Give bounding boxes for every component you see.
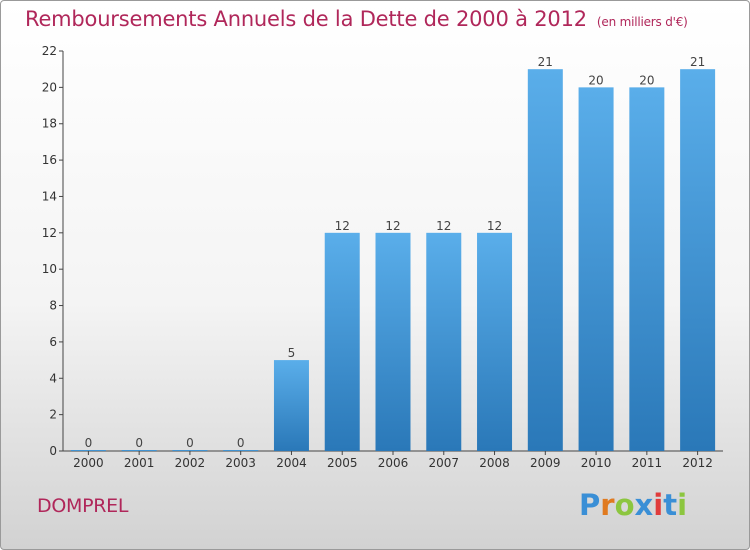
bar bbox=[121, 450, 157, 451]
x-tick-label: 2003 bbox=[225, 456, 256, 470]
chart-title: Remboursements Annuels de la Dette de 20… bbox=[25, 7, 688, 31]
x-tick-label: 2000 bbox=[73, 456, 104, 470]
x-tick-label: 2005 bbox=[327, 456, 358, 470]
y-tick-label: 18 bbox=[42, 117, 57, 131]
bar bbox=[629, 87, 665, 451]
data-label: 20 bbox=[639, 73, 654, 87]
logo-letter: P bbox=[579, 488, 601, 522]
x-tick-label: 2002 bbox=[175, 456, 206, 470]
data-label: 12 bbox=[436, 219, 451, 233]
y-tick-label: 14 bbox=[42, 189, 57, 203]
data-label: 21 bbox=[690, 55, 705, 69]
data-label: 12 bbox=[335, 219, 350, 233]
data-label: 0 bbox=[237, 436, 245, 450]
labels: 2000020010200202003020045200512200612200… bbox=[73, 55, 713, 470]
data-label: 12 bbox=[487, 219, 502, 233]
data-label: 0 bbox=[186, 436, 194, 450]
y-tick-label: 20 bbox=[42, 80, 57, 94]
x-tick-label: 2010 bbox=[581, 456, 612, 470]
bar bbox=[172, 450, 208, 451]
x-tick-label: 2006 bbox=[378, 456, 409, 470]
bar bbox=[324, 232, 360, 451]
y-tick-label: 2 bbox=[49, 408, 57, 422]
data-label: 12 bbox=[385, 219, 400, 233]
bar bbox=[426, 232, 462, 451]
x-tick-label: 2008 bbox=[479, 456, 510, 470]
city-name: DOMPREL bbox=[37, 495, 129, 517]
logo-letter: x bbox=[634, 488, 654, 522]
logo-letter: i bbox=[677, 488, 688, 522]
x-tick-label: 2011 bbox=[632, 456, 663, 470]
chart-unit: (en milliers d'€) bbox=[596, 15, 688, 29]
logo-letter: i bbox=[653, 488, 664, 522]
y-tick-label: 6 bbox=[49, 335, 57, 349]
data-label: 5 bbox=[288, 346, 296, 360]
data-label: 0 bbox=[85, 436, 93, 450]
bar bbox=[680, 69, 716, 451]
y-tick-label: 22 bbox=[42, 44, 57, 58]
x-tick-label: 2004 bbox=[276, 456, 307, 470]
y-tick-label: 16 bbox=[42, 153, 57, 167]
y-tick-label: 8 bbox=[49, 299, 57, 313]
y-tick-label: 4 bbox=[49, 371, 57, 385]
x-tick-label: 2012 bbox=[682, 456, 713, 470]
y-tick-label: 0 bbox=[49, 444, 57, 458]
title-text: Remboursements Annuels de la Dette de 20… bbox=[25, 7, 587, 31]
bars bbox=[70, 69, 716, 451]
data-label: 20 bbox=[588, 73, 603, 87]
bar bbox=[477, 232, 513, 451]
y-tick-label: 10 bbox=[42, 262, 57, 276]
data-label: 0 bbox=[135, 436, 143, 450]
logo-letter: o bbox=[614, 488, 635, 522]
y-tick-label: 12 bbox=[42, 226, 57, 240]
x-tick-label: 2001 bbox=[124, 456, 155, 470]
bar bbox=[578, 87, 614, 451]
bar bbox=[70, 450, 106, 451]
logo-letter: t bbox=[663, 488, 678, 522]
data-label: 21 bbox=[538, 55, 553, 69]
proxiti-logo: Proxiti bbox=[579, 488, 687, 522]
bar bbox=[273, 360, 309, 451]
logo-letter: r bbox=[600, 488, 615, 522]
bar bbox=[527, 69, 563, 451]
bar bbox=[223, 450, 259, 451]
x-tick-label: 2009 bbox=[530, 456, 561, 470]
x-tick-label: 2007 bbox=[428, 456, 459, 470]
bar bbox=[375, 232, 411, 451]
